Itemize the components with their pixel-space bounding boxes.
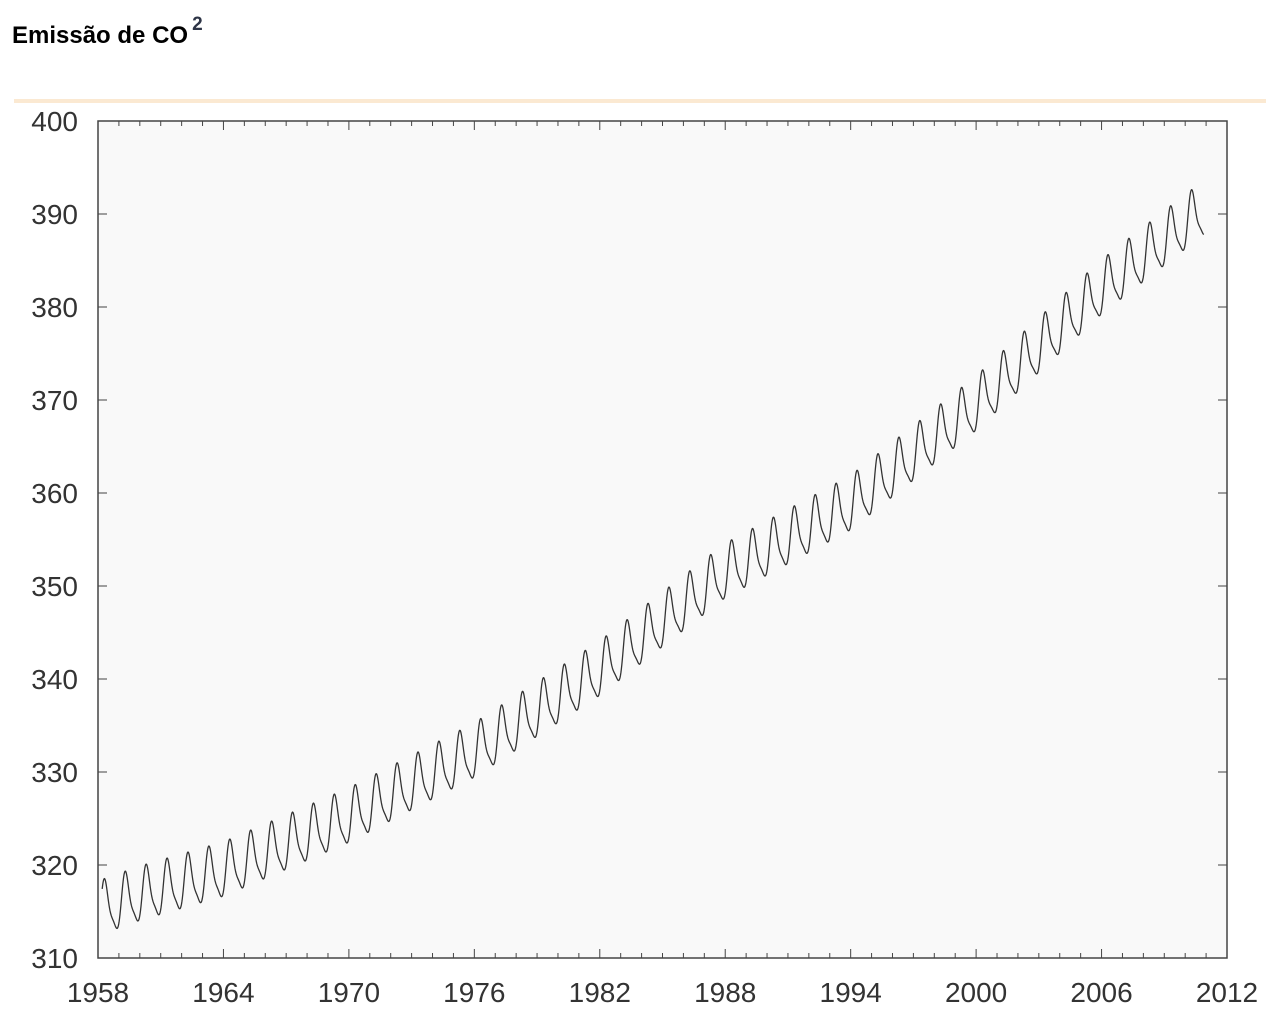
co2-line-chart: 1958 1964 1970 1976 1982 1988 1994 2000 2006 2012… <box>31 106 1258 1008</box>
plot-area <box>98 121 1227 958</box>
plot-frame <box>97 120 1228 959</box>
co2-series-line <box>101 189 1205 930</box>
y-tick-label: 340 <box>31 664 78 695</box>
y-tick-label: 370 <box>31 385 78 416</box>
y-tick-label: 390 <box>31 199 78 230</box>
x-tick-label: 2000 <box>945 977 1007 1008</box>
x-axis-tick-labels: 1958 1964 1970 1976 1982 1988 1994 2000 2006 2012 <box>67 977 1258 1008</box>
y-axis-tick-labels: 310 320 330 340 350 360 370 380 390 400 <box>31 106 78 974</box>
y-tick-label: 400 <box>31 106 78 137</box>
title-separator <box>14 99 1266 103</box>
y-tick-label: 320 <box>31 850 78 881</box>
x-tick-label: 1970 <box>318 977 380 1008</box>
y-tick-label: 360 <box>31 478 78 509</box>
y-tick-label: 330 <box>31 757 78 788</box>
title-subscript-number: 2 <box>192 14 203 35</box>
axis-ticks <box>97 120 1228 959</box>
page-title: Emissão de CO 2 <box>12 14 203 50</box>
x-tick-label: 1994 <box>820 977 882 1008</box>
x-tick-label: 2012 <box>1196 977 1258 1008</box>
y-tick-label: 350 <box>31 571 78 602</box>
y-tick-label: 380 <box>31 292 78 323</box>
x-tick-label: 1958 <box>67 977 129 1008</box>
chart-container: 1958 1964 1970 1976 1982 1988 1994 2000 2006 2012… <box>0 103 1284 1028</box>
x-tick-label: 1982 <box>569 977 631 1008</box>
y-tick-label: 310 <box>31 943 78 974</box>
x-tick-label: 1976 <box>443 977 505 1008</box>
x-tick-label: 1964 <box>192 977 254 1008</box>
title-text: Emissão de CO <box>12 22 189 49</box>
x-tick-label: 1988 <box>694 977 756 1008</box>
x-tick-label: 2006 <box>1070 977 1132 1008</box>
